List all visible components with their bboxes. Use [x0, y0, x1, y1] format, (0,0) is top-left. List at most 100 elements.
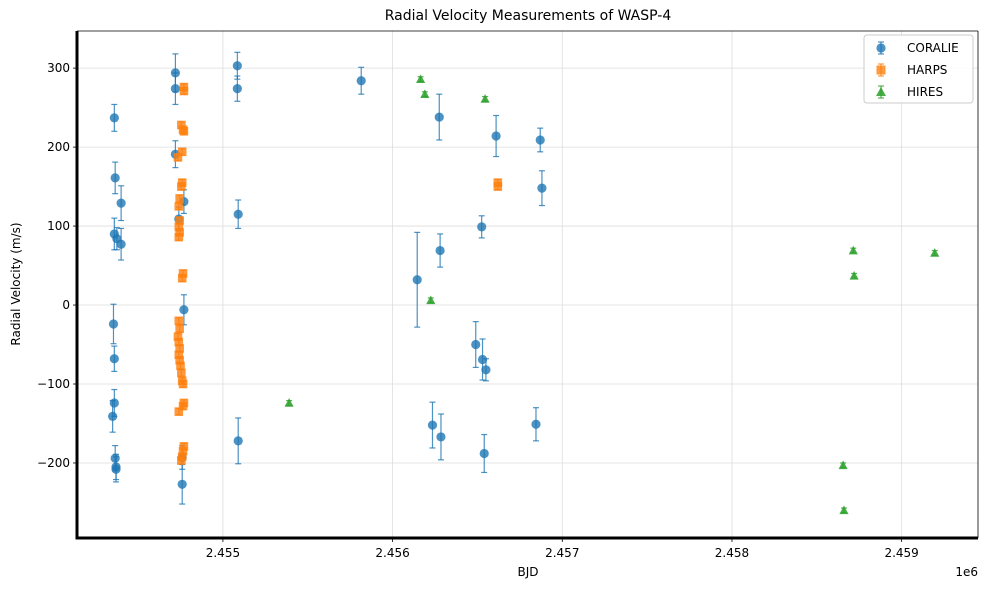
- x-tick-label: 2.458: [715, 546, 749, 560]
- data-point-harps: [175, 324, 184, 334]
- y-tick-label: −200: [37, 456, 70, 470]
- data-point-coralie: [108, 303, 119, 345]
- marker-harps: [179, 86, 189, 96]
- marker-coralie: [491, 131, 501, 141]
- marker-coralie: [116, 198, 126, 208]
- marker-harps: [174, 350, 184, 360]
- data-point-coralie: [116, 227, 126, 261]
- marker-coralie: [481, 365, 491, 375]
- x-tick-label: 2.456: [375, 546, 409, 560]
- marker-coralie: [177, 479, 187, 489]
- legend-marker-harps: [876, 65, 886, 75]
- data-point-harps: [178, 379, 188, 389]
- data-point-hires: [848, 245, 858, 255]
- marker-coralie: [170, 84, 181, 94]
- marker-harps: [175, 216, 184, 225]
- data-point-coralie: [491, 114, 501, 158]
- marker-harps: [175, 194, 184, 203]
- legend-frame: [863, 34, 974, 104]
- marker-harps: [176, 361, 185, 371]
- series-coralie: [108, 51, 547, 505]
- marker-coralie: [116, 239, 126, 249]
- data-point-harps: [177, 273, 187, 283]
- marker-coralie: [233, 436, 243, 446]
- marker-coralie: [356, 76, 366, 86]
- marker-coralie: [531, 419, 541, 429]
- x-tick-label: 2.457: [545, 546, 579, 560]
- series-hires: [284, 74, 940, 515]
- data-point-harps: [179, 86, 189, 96]
- marker-harps: [177, 147, 187, 157]
- marker-hires: [849, 271, 859, 280]
- marker-coralie: [412, 275, 422, 285]
- marker-coralie: [471, 339, 481, 350]
- legend-label-hires: HIRES: [907, 85, 943, 99]
- marker-harps: [493, 182, 503, 191]
- marker-hires: [426, 295, 436, 305]
- marker-coralie: [535, 135, 545, 145]
- data-point-coralie: [427, 401, 438, 449]
- data-point-coralie: [109, 345, 119, 372]
- data-point-coralie: [232, 51, 242, 80]
- marker-coralie: [436, 432, 446, 442]
- grid: [77, 31, 978, 538]
- data-point-harps: [177, 182, 186, 191]
- data-point-harps: [174, 202, 184, 211]
- marker-coralie: [479, 448, 489, 459]
- data-point-harps: [493, 182, 503, 191]
- marker-harps: [178, 379, 188, 389]
- marker-harps: [175, 324, 184, 334]
- data-point-coralie: [110, 161, 120, 195]
- data-point-coralie: [233, 417, 243, 465]
- data-point-hires: [426, 295, 436, 305]
- data-point-hires: [849, 271, 859, 280]
- data-point-coralie: [412, 231, 422, 328]
- marker-coralie: [111, 464, 121, 474]
- marker-harps: [175, 356, 184, 365]
- series-layer: [108, 51, 940, 515]
- legend-marker-hires: [876, 87, 886, 96]
- data-point-coralie: [179, 294, 189, 326]
- marker-harps: [178, 269, 188, 278]
- data-point-coralie: [537, 170, 547, 207]
- data-point-coralie: [232, 75, 242, 102]
- data-point-coralie: [356, 66, 366, 95]
- marker-harps: [179, 442, 189, 451]
- data-point-coralie: [477, 215, 487, 239]
- marker-hires: [839, 505, 849, 515]
- marker-coralie: [109, 354, 119, 364]
- data-point-coralie: [108, 399, 118, 433]
- marker-harps: [174, 337, 184, 347]
- marker-hires: [838, 460, 848, 470]
- legend: CORALIE HARPS HIRES: [863, 34, 974, 104]
- marker-harps: [175, 344, 184, 353]
- marker-coralie: [110, 173, 120, 183]
- marker-coralie: [109, 398, 119, 408]
- marker-coralie: [477, 222, 487, 232]
- marker-hires: [848, 245, 858, 255]
- y-tick-label: 0: [62, 298, 70, 312]
- data-point-harps: [174, 316, 184, 326]
- legend-label-harps: HARPS: [907, 63, 947, 77]
- marker-coralie: [233, 209, 243, 219]
- marker-coralie: [232, 61, 242, 71]
- chart-title: Radial Velocity Measurements of WASP-4: [385, 8, 672, 24]
- data-point-coralie: [435, 233, 445, 268]
- y-axis-label: Radial Velocity (m/s): [9, 222, 23, 345]
- marker-harps: [177, 456, 186, 465]
- data-point-coralie: [471, 321, 481, 369]
- marker-harps: [174, 202, 184, 211]
- x-offset-label: 1e6: [955, 565, 978, 579]
- marker-coralie: [537, 183, 547, 193]
- marker-harps: [177, 273, 187, 283]
- marker-hires: [930, 248, 940, 257]
- marker-harps: [178, 401, 188, 411]
- marker-harps: [174, 222, 184, 232]
- data-point-hires: [284, 398, 294, 407]
- legend-item-hires: HIRES: [876, 85, 943, 99]
- marker-coralie: [477, 354, 488, 365]
- marker-coralie: [434, 112, 444, 122]
- data-point-coralie: [170, 72, 181, 106]
